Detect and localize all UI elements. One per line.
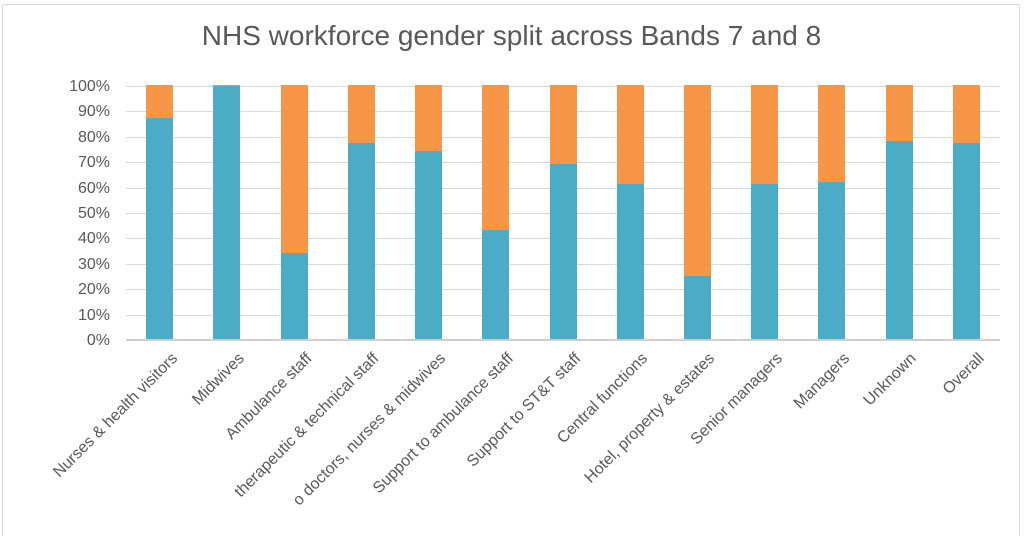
x-axis-category-label: Hotel, property & estates — [581, 350, 719, 487]
chart-title: NHS workforce gender split across Bands … — [201, 20, 822, 51]
bar-segment-teal — [885, 140, 913, 339]
y-tick-label: 80% — [77, 128, 110, 146]
x-axis-line — [126, 339, 1000, 341]
y-tick-label: 60% — [77, 179, 110, 197]
bar-column — [616, 85, 644, 340]
y-tick-label: 0% — [86, 332, 110, 349]
bar-segment-orange — [818, 85, 846, 182]
y-tick-label: 30% — [77, 255, 110, 273]
bar-segment-orange — [146, 85, 174, 119]
bar-segment-teal — [482, 229, 510, 339]
bar-segment-orange — [415, 85, 443, 152]
bar-segment-teal — [213, 86, 241, 339]
y-tick-label: 70% — [77, 154, 110, 172]
bar-segment-teal — [818, 181, 846, 339]
y-tick-label: 40% — [77, 230, 110, 248]
bar-segment-orange — [952, 85, 980, 144]
bar-column — [952, 85, 980, 340]
bar-segment-teal — [415, 151, 443, 339]
bar-column — [818, 85, 846, 340]
bar-column — [213, 85, 241, 340]
bar-column — [549, 85, 577, 340]
x-axis-category-label: Managers — [790, 350, 853, 413]
bar-column — [885, 85, 913, 340]
bar-segment-teal — [751, 184, 779, 339]
bar-segment-teal — [146, 118, 174, 339]
bar-column — [415, 85, 443, 340]
y-tick-label: 50% — [77, 205, 110, 222]
x-axis-category-label: Nurses & health visitors — [49, 350, 181, 481]
bar-segment-orange — [482, 85, 510, 230]
bar-column — [482, 85, 510, 340]
bar-segment-orange — [751, 85, 779, 185]
x-axis-category-label: Overall — [939, 350, 988, 398]
x-axis-category-label: Support to ambulance staff — [369, 350, 517, 498]
bar-segment-orange — [347, 85, 375, 144]
bar-column — [683, 85, 711, 340]
bar-column — [751, 85, 779, 340]
bar-segment-orange — [280, 85, 308, 253]
y-tick-label: 10% — [77, 306, 110, 324]
y-tick-label: 100% — [69, 78, 110, 95]
bar-segment-teal — [616, 184, 644, 339]
bar-segment-teal — [280, 252, 308, 339]
bar-segment-orange — [549, 85, 577, 164]
y-tick-label: 90% — [77, 103, 110, 121]
bar-segment-teal — [549, 163, 577, 339]
x-axis-category-label: Unknown — [860, 350, 921, 410]
y-tick-label: 20% — [77, 281, 110, 299]
bar-column — [347, 85, 375, 340]
bar-segment-orange — [885, 85, 913, 141]
bar-segment-teal — [952, 143, 980, 339]
bar-segment-teal — [347, 143, 375, 339]
x-axis-category-label: Support to ST&T staff — [463, 350, 585, 471]
bar-segment-teal — [683, 275, 711, 339]
bar-column — [280, 85, 308, 340]
x-axis-category-label: Midwives — [189, 350, 248, 409]
bar-column — [146, 85, 174, 340]
bar-segment-orange — [683, 85, 711, 276]
bar-segment-orange — [616, 85, 644, 185]
bar-segment-orange — [213, 85, 241, 87]
